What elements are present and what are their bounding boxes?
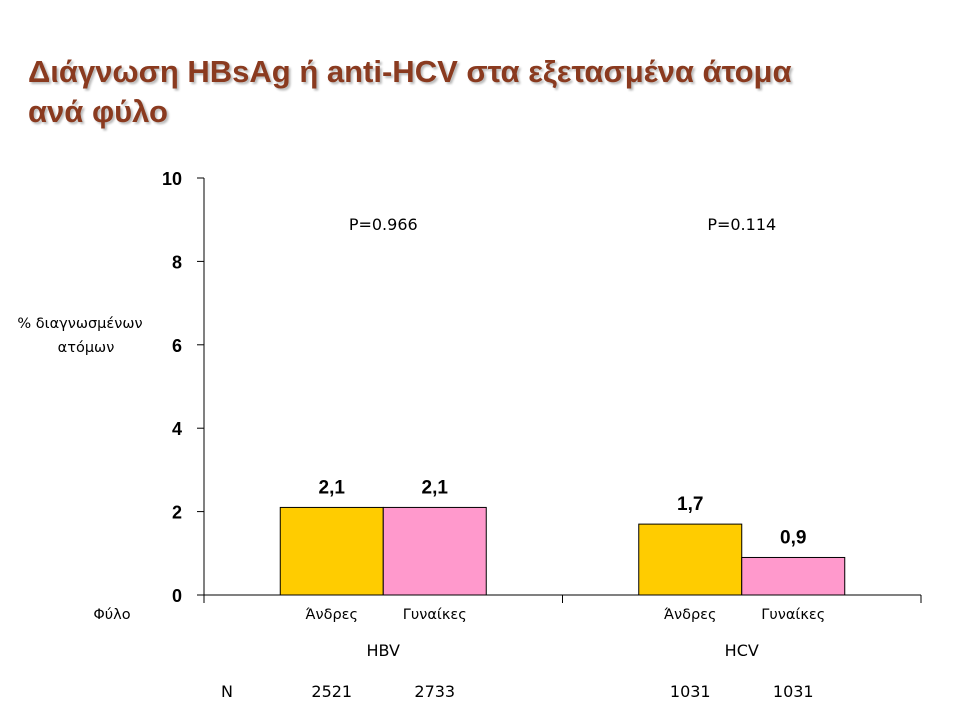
y-tick-label: 6 bbox=[172, 336, 182, 356]
page-title: Διάγνωση HBsAg ή anti-HCV στα εξετασμένα… bbox=[28, 52, 928, 132]
n-value: 1031 bbox=[670, 682, 711, 701]
bar-data-label: 0,9 bbox=[780, 527, 806, 548]
y-axis-label-line-2: ατόμων bbox=[58, 340, 115, 356]
x-axis-label: Φύλο bbox=[93, 607, 130, 623]
bar-data-label: 2,1 bbox=[422, 477, 449, 498]
y-tick-label: 4 bbox=[172, 419, 182, 439]
category-label: Γυναίκες bbox=[403, 607, 467, 623]
bar bbox=[638, 523, 743, 596]
y-tick-label: 10 bbox=[162, 169, 182, 189]
p-value-label: P=0.114 bbox=[707, 215, 776, 234]
title-line-2: ανά φύλο bbox=[28, 94, 168, 129]
n-value: 2521 bbox=[311, 682, 352, 701]
n-value: 2733 bbox=[414, 682, 455, 701]
category-label: Γυναίκες bbox=[761, 607, 825, 623]
title-line-1: Διάγνωση HBsAg ή anti-HCV στα εξετασμένα… bbox=[28, 54, 792, 89]
group-label: HCV bbox=[725, 641, 759, 660]
bar-data-label: 2,1 bbox=[319, 477, 346, 498]
y-tick-label: 8 bbox=[172, 252, 182, 272]
y-tick-label: 0 bbox=[172, 586, 182, 606]
y-tick-label: 2 bbox=[172, 503, 182, 523]
p-value-label: P=0.966 bbox=[349, 215, 418, 234]
bar bbox=[382, 506, 487, 596]
n-value: 1031 bbox=[773, 682, 814, 701]
y-axis-label-line-1: % διαγνωσμένων bbox=[17, 316, 142, 332]
group-label: HBV bbox=[367, 641, 401, 660]
category-label: Άνδρες bbox=[664, 607, 717, 623]
bar bbox=[741, 556, 846, 596]
category-label: Άνδρες bbox=[305, 607, 358, 623]
bar bbox=[279, 506, 384, 596]
bar-data-label: 1,7 bbox=[677, 494, 703, 515]
n-row-label: N bbox=[221, 682, 233, 701]
